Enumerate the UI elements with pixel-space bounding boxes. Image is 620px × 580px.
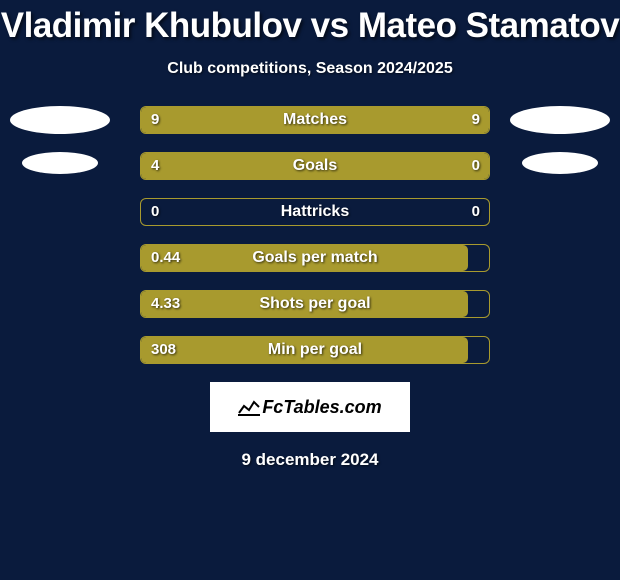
logo-box: FcTables.com xyxy=(210,382,410,432)
stat-row: 308Min per goal xyxy=(0,336,620,364)
stats-area: 99Matches 40Goals 00Hattricks 0.44Goals per… xyxy=(0,106,620,364)
stat-row: 0.44Goals per match xyxy=(0,244,620,272)
page-subtitle: Club competitions, Season 2024/2025 xyxy=(0,60,620,78)
stat-row: 00Hattricks xyxy=(0,198,620,226)
stat-label: Matches xyxy=(140,106,490,134)
stat-row: 40Goals xyxy=(0,152,620,180)
logo-text: FcTables.com xyxy=(262,397,381,418)
stat-label: Min per goal xyxy=(140,336,490,364)
stat-row: 4.33Shots per goal xyxy=(0,290,620,318)
logo-chart-icon xyxy=(238,398,260,416)
stat-label: Goals xyxy=(140,152,490,180)
page-title: Vladimir Khubulov vs Mateo Stamatov xyxy=(0,0,620,46)
date-label: 9 december 2024 xyxy=(0,450,620,470)
stat-row: 99Matches xyxy=(0,106,620,134)
stat-label: Shots per goal xyxy=(140,290,490,318)
stat-label: Hattricks xyxy=(140,198,490,226)
stat-label: Goals per match xyxy=(140,244,490,272)
